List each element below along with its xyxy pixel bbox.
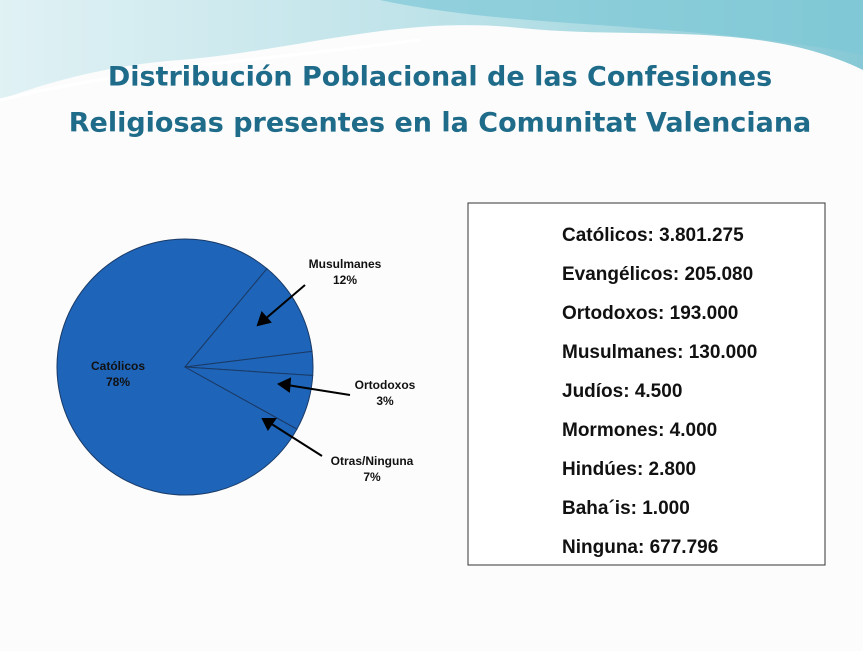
title: Religiosas presentes en la Comunitat Val…: [69, 108, 812, 139]
info-item: Baha´is: 1.000: [562, 498, 690, 519]
info-item: Hindúes: 2.800: [562, 459, 696, 480]
slice-value-label: 12%: [333, 273, 357, 287]
slice-value-label: 7%: [363, 470, 381, 484]
slide: Distribución Poblacional de las Confesio…: [0, 0, 863, 651]
slice-label: Ortodoxos: [355, 378, 416, 392]
info-item: Ninguna: 677.796: [562, 537, 718, 558]
title: Distribución Poblacional de las Confesio…: [108, 62, 772, 93]
info-item: Ortodoxos: 193.000: [562, 303, 738, 324]
slice-label: Musulmanes: [309, 257, 382, 271]
info-item: Evangélicos: 205.080: [562, 264, 753, 285]
slice-label: Católicos: [91, 359, 145, 373]
info-item: Musulmanes: 130.000: [562, 342, 757, 363]
slice-value-label: 3%: [376, 394, 394, 408]
slice-value-label: 78%: [106, 375, 130, 389]
info-item: Judíos: 4.500: [562, 381, 682, 402]
info-item: Mormones: 4.000: [562, 420, 717, 441]
info-item: Católicos: 3.801.275: [562, 225, 744, 246]
slice-label: Otras/Ninguna: [331, 454, 414, 468]
